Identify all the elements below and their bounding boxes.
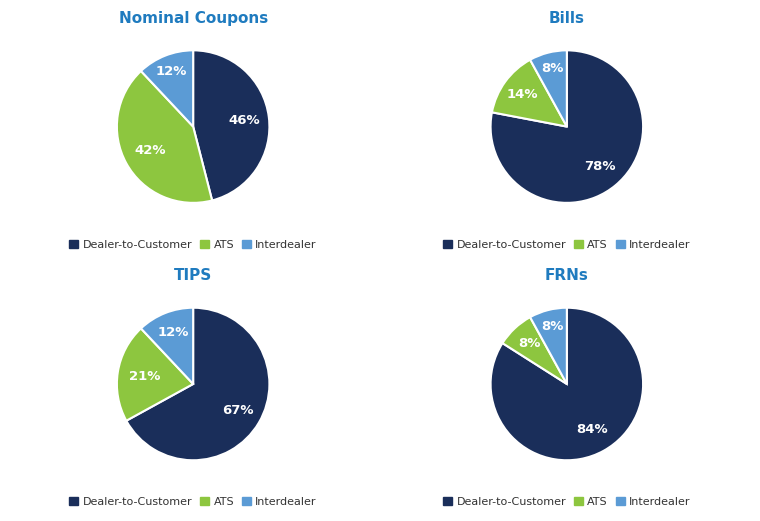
Wedge shape xyxy=(141,308,193,384)
Text: 8%: 8% xyxy=(518,338,540,351)
Wedge shape xyxy=(492,60,567,127)
Wedge shape xyxy=(491,308,643,460)
Text: 42%: 42% xyxy=(134,144,166,157)
Wedge shape xyxy=(193,51,269,201)
Title: Bills: Bills xyxy=(549,11,585,26)
Legend: Dealer-to-Customer, ATS, Interdealer: Dealer-to-Customer, ATS, Interdealer xyxy=(65,492,321,512)
Wedge shape xyxy=(141,51,193,127)
Legend: Dealer-to-Customer, ATS, Interdealer: Dealer-to-Customer, ATS, Interdealer xyxy=(65,235,321,254)
Text: 84%: 84% xyxy=(576,423,608,436)
Title: Nominal Coupons: Nominal Coupons xyxy=(119,11,268,26)
Wedge shape xyxy=(502,317,567,384)
Text: 8%: 8% xyxy=(541,320,563,333)
Title: FRNs: FRNs xyxy=(545,268,589,283)
Title: TIPS: TIPS xyxy=(174,268,212,283)
Text: 14%: 14% xyxy=(507,88,538,101)
Wedge shape xyxy=(117,71,212,203)
Wedge shape xyxy=(117,328,193,421)
Text: 78%: 78% xyxy=(584,160,616,173)
Text: 46%: 46% xyxy=(229,114,261,127)
Text: 12%: 12% xyxy=(156,65,187,78)
Wedge shape xyxy=(530,51,567,127)
Wedge shape xyxy=(126,308,269,460)
Text: 8%: 8% xyxy=(541,63,563,76)
Legend: Dealer-to-Customer, ATS, Interdealer: Dealer-to-Customer, ATS, Interdealer xyxy=(439,492,695,512)
Text: 21%: 21% xyxy=(128,370,160,383)
Wedge shape xyxy=(530,308,567,384)
Wedge shape xyxy=(491,51,643,203)
Text: 67%: 67% xyxy=(222,404,254,417)
Legend: Dealer-to-Customer, ATS, Interdealer: Dealer-to-Customer, ATS, Interdealer xyxy=(439,235,695,254)
Text: 12%: 12% xyxy=(157,327,188,340)
